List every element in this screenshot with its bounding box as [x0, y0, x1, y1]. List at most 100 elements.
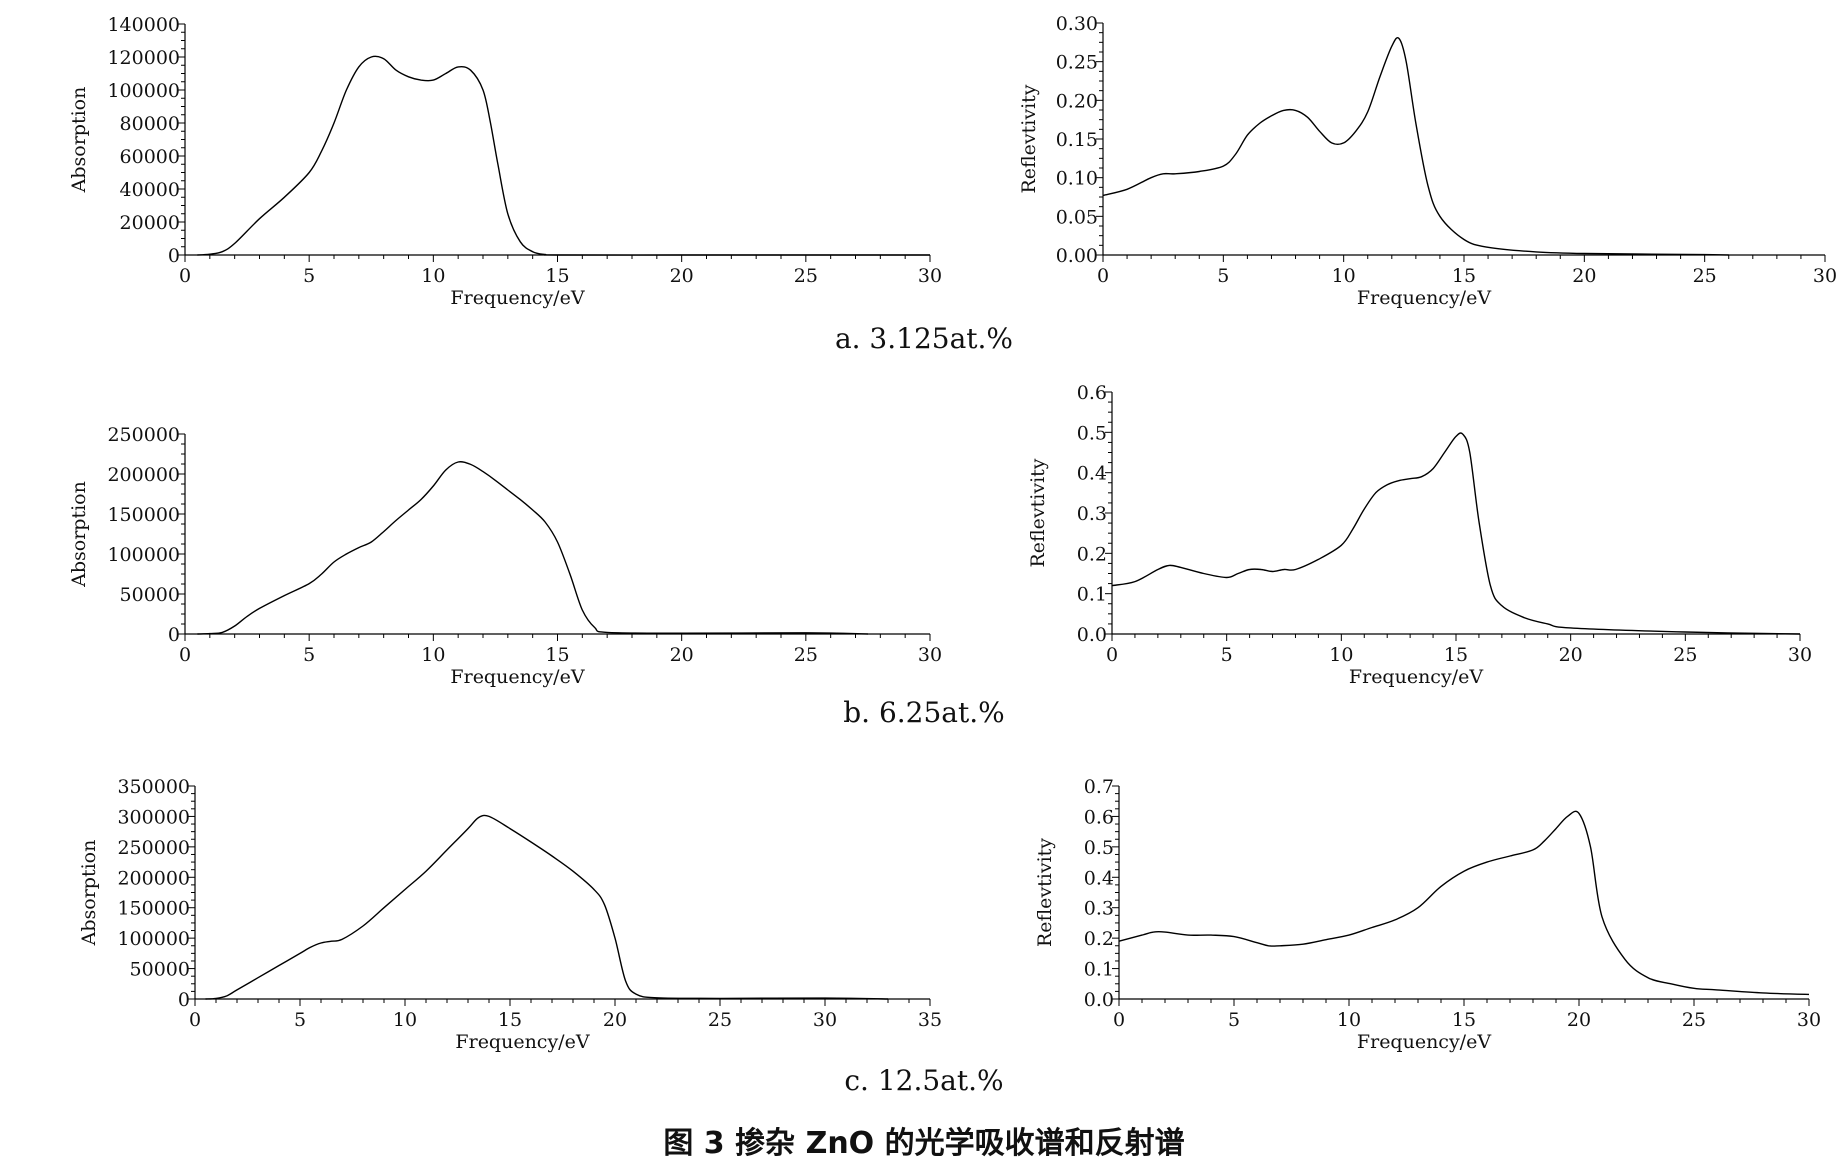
y-tick-label: 0.10 [1056, 168, 1098, 190]
x-tick-label: 25 [708, 1009, 732, 1031]
series-line [205, 814, 889, 1000]
x-tick-label: 25 [1673, 644, 1697, 666]
y-axis-title: Absorption [68, 87, 90, 194]
x-axis-title: Frequency/eV [1357, 1031, 1491, 1053]
y-tick-label: 0.05 [1056, 206, 1098, 228]
x-tick-label: 20 [670, 265, 694, 287]
x-axis-title: Frequency/eV [1349, 666, 1483, 688]
x-tick-label: 15 [498, 1009, 522, 1031]
x-tick-label: 30 [813, 1009, 837, 1031]
x-tick-label: 0 [189, 1009, 201, 1031]
y-tick-label: 100000 [107, 80, 180, 102]
x-tick-label: 20 [603, 1009, 627, 1031]
y-tick-label: 200000 [117, 867, 190, 889]
x-tick-label: 5 [1228, 1009, 1240, 1031]
y-tick-label: 350000 [117, 776, 190, 798]
panel-caption-c: c. 12.5at.% [844, 1064, 1004, 1097]
panel-caption-b: b. 6.25at.% [843, 696, 1005, 729]
x-axis-title: Frequency/eV [450, 666, 584, 688]
y-tick-label: 100000 [107, 544, 180, 566]
x-tick-label: 10 [421, 265, 445, 287]
x-tick-label: 15 [1452, 265, 1476, 287]
x-tick-label: 15 [1452, 1009, 1476, 1031]
y-tick-label: 120000 [107, 47, 180, 69]
y-tick-label: 0.6 [1077, 382, 1107, 404]
y-tick-label: 0 [178, 989, 190, 1011]
reflectivity-chart-a: 0 5 10 15 20 25 30 0.00 0.05 0.10 0.15 0.20 0.25 0.30… [1018, 13, 1837, 309]
y-tick-label: 0.00 [1056, 245, 1098, 267]
y-tick-label: 0.25 [1056, 52, 1098, 74]
y-tick-label: 250000 [117, 837, 190, 859]
y-tick-label: 0.1 [1077, 584, 1107, 606]
x-tick-label: 30 [1788, 644, 1812, 666]
y-tick-label: 0.5 [1077, 422, 1107, 444]
x-tick-label: 30 [1797, 1009, 1821, 1031]
x-tick-label: 5 [1221, 644, 1233, 666]
x-tick-label: 25 [1682, 1009, 1706, 1031]
y-tick-label: 0.20 [1056, 90, 1098, 112]
y-tick-label: 0.6 [1084, 806, 1114, 828]
x-tick-label: 15 [545, 644, 569, 666]
x-tick-label: 5 [294, 1009, 306, 1031]
figure-caption: 图 3 掺杂 ZnO 的光学吸收谱和反射谱 [663, 1126, 1185, 1161]
x-tick-label: 35 [918, 1009, 942, 1031]
x-tick-label: 10 [1332, 265, 1356, 287]
y-tick-label: 140000 [107, 14, 180, 36]
reflectivity-chart-b: 0 5 10 15 20 25 30 0.0 0.1 0.2 0.3 0.4 0.5 0.6 Frequen… [1027, 382, 1812, 688]
y-tick-label: 0.3 [1077, 503, 1107, 525]
y-tick-label: 0.4 [1084, 867, 1114, 889]
series-line [197, 461, 868, 635]
y-axis-title: Absorption [68, 481, 90, 588]
y-tick-label: 0 [168, 245, 180, 267]
x-tick-label: 30 [918, 265, 942, 287]
y-tick-label: 0.3 [1084, 898, 1114, 920]
y-tick-label: 50000 [120, 584, 180, 606]
panel-caption-a: a. 3.125at.% [834, 322, 1014, 355]
x-axis-title: Frequency/eV [1357, 287, 1491, 309]
x-tick-label: 0 [179, 644, 191, 666]
series-line [1118, 810, 1810, 996]
x-tick-label: 20 [1559, 644, 1583, 666]
x-tick-label: 30 [1813, 265, 1837, 287]
x-tick-label: 15 [1444, 644, 1468, 666]
x-tick-label: 30 [918, 644, 942, 666]
x-tick-label: 5 [303, 265, 315, 287]
x-tick-label: 0 [1106, 644, 1118, 666]
y-tick-label: 0 [168, 624, 180, 646]
y-tick-label: 150000 [107, 504, 180, 526]
y-tick-label: 150000 [117, 898, 190, 920]
x-tick-label: 0 [179, 265, 191, 287]
x-tick-label: 5 [1217, 265, 1229, 287]
x-tick-label: 10 [421, 644, 445, 666]
y-tick-label: 80000 [120, 113, 180, 135]
y-tick-label: 0.0 [1084, 989, 1114, 1011]
y-tick-label: 100000 [117, 928, 190, 950]
y-tick-label: 0.2 [1084, 928, 1114, 950]
x-tick-label: 10 [1329, 644, 1353, 666]
y-tick-label: 40000 [120, 179, 180, 201]
absorption-chart-b: 0 5 10 15 20 25 30 0 50000 100000 150000 200000 2500… [68, 424, 942, 688]
series-line [1102, 37, 1729, 256]
series-line [1111, 432, 1801, 635]
x-axis-title: Frequency/eV [450, 287, 584, 309]
y-axis-title: Reflevtivity [1018, 84, 1040, 193]
y-tick-label: 0.1 [1084, 959, 1114, 981]
reflectivity-chart-c: 0 5 10 15 20 25 30 0.0 0.1 0.2 0.3 0.4 0.5 0.6 0.7 Freq… [1034, 776, 1821, 1053]
y-tick-label: 300000 [117, 806, 190, 828]
y-tick-label: 200000 [107, 464, 180, 486]
absorption-chart-c: 0 5 10 15 20 25 30 35 0 50000 100000 150000 200000 25… [78, 776, 942, 1053]
y-axis-title: Reflevtivity [1027, 458, 1049, 567]
x-tick-label: 20 [1567, 1009, 1591, 1031]
y-tick-label: 50000 [130, 959, 190, 981]
y-tick-label: 250000 [107, 424, 180, 446]
x-tick-label: 15 [545, 265, 569, 287]
y-axis-title: Absorption [78, 840, 100, 947]
absorption-chart-a: 0 5 10 15 20 25 30 0 20000 40000 60000 80000 100000 1… [68, 14, 942, 309]
series-line [197, 55, 930, 256]
y-tick-label: 20000 [120, 212, 180, 234]
x-axis-title: Frequency/eV [455, 1031, 589, 1053]
x-tick-label: 25 [794, 265, 818, 287]
x-tick-label: 20 [670, 644, 694, 666]
y-tick-label: 0.15 [1056, 129, 1098, 151]
